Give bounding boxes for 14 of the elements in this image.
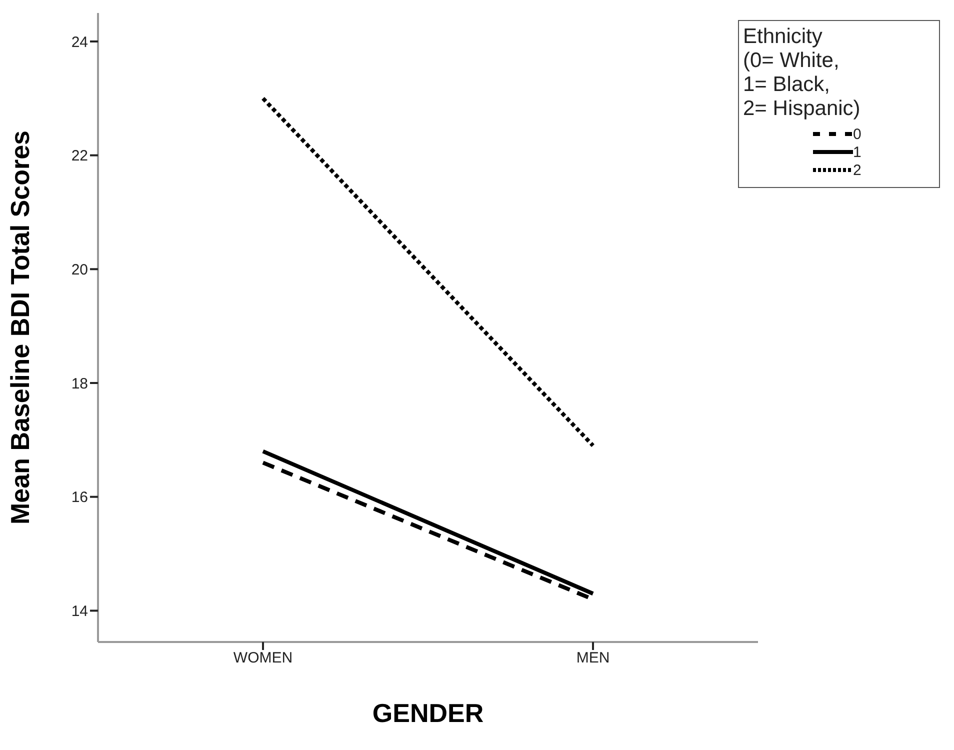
legend-label: 1 (853, 144, 862, 160)
y-tick-label: 18 (71, 375, 88, 392)
y-tick-label: 24 (71, 34, 88, 51)
y-axis-title: Mean Baseline BDI Total Scores (5, 130, 36, 524)
y-tick-label: 20 (71, 261, 88, 278)
y-tick-label: 14 (71, 603, 88, 620)
y-tick-label: 16 (71, 489, 88, 506)
x-tick-label: MEN (576, 650, 610, 667)
legend-label: 2 (853, 162, 862, 178)
y-tick-label: 22 (71, 148, 88, 165)
x-tick-label: WOMEN (233, 650, 293, 667)
legend-label: 0 (853, 126, 862, 142)
x-axis-title: GENDER (372, 698, 484, 728)
legend-title: Ethnicity (0= White, 1= Black, 2= Hispanic) (743, 25, 862, 121)
